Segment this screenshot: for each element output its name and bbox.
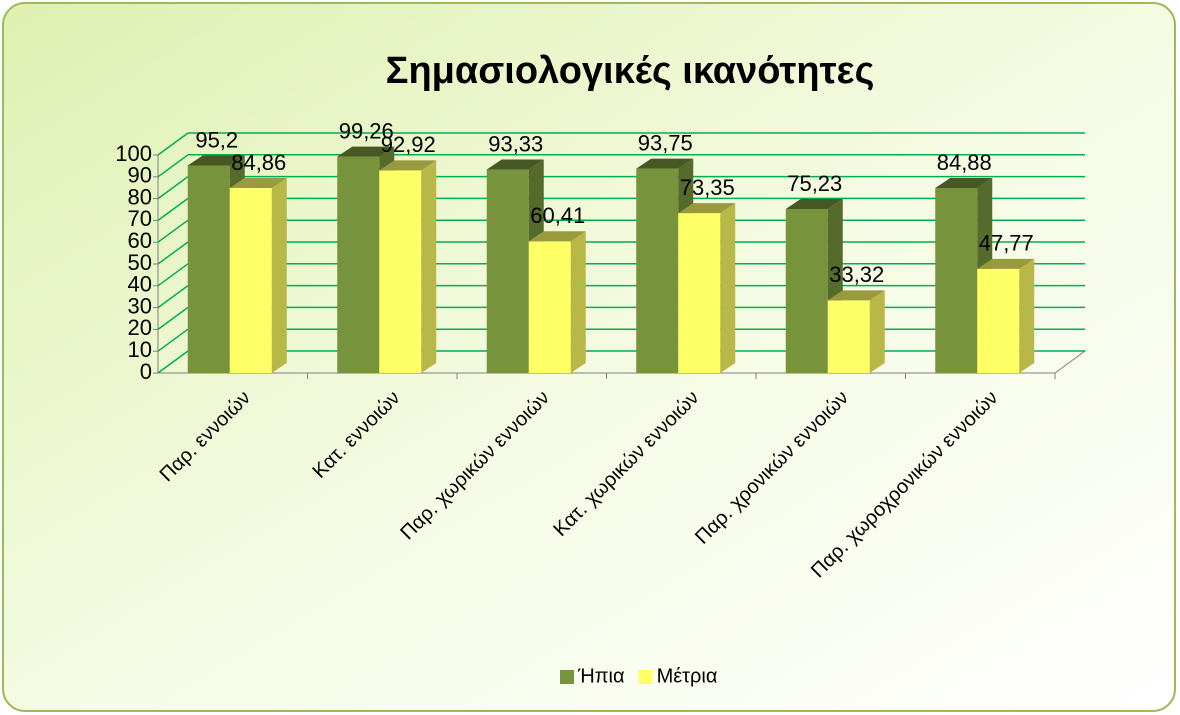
- data-label: 60,41: [530, 203, 585, 228]
- legend-label: Ήπια: [577, 665, 625, 687]
- bar-face: [486, 159, 544, 170]
- bar-face: [229, 188, 272, 373]
- bar-face: [977, 268, 1020, 373]
- grid-line: [157, 263, 189, 287]
- data-label: 93,33: [488, 131, 543, 156]
- bar: [636, 158, 694, 373]
- bar-face: [528, 241, 571, 373]
- bar: [977, 258, 1035, 373]
- bar-face: [827, 300, 870, 373]
- bar: [528, 231, 586, 373]
- bar-face: [678, 213, 721, 373]
- y-tick-label: 60: [128, 228, 152, 253]
- grid-line: [157, 175, 189, 200]
- legend-swatch: [638, 670, 653, 684]
- data-label: 84,88: [937, 150, 992, 175]
- bar-face: [678, 203, 736, 214]
- grid-line: [157, 132, 189, 156]
- bar-face: [785, 208, 828, 373]
- legend-swatch: [560, 670, 574, 684]
- chart-title: Σημασιολογικές ικανότητες: [386, 50, 875, 92]
- bar-face: [935, 187, 978, 373]
- bar-face: [935, 177, 993, 188]
- grid-line: [157, 219, 189, 243]
- bar-face: [187, 165, 230, 373]
- y-tick-label: 70: [128, 206, 152, 231]
- bar-face: [528, 231, 586, 242]
- y-tick-label: 30: [128, 293, 152, 318]
- bar-face: [636, 168, 679, 373]
- bar-face: [337, 146, 395, 157]
- data-label: 84,86: [231, 150, 286, 175]
- bar-face: [271, 178, 287, 373]
- y-tick-label: 0: [140, 359, 152, 384]
- bar-face: [570, 231, 586, 373]
- bar-face: [785, 198, 843, 209]
- y-tick-label: 100: [115, 141, 152, 166]
- data-label: 75,23: [787, 171, 842, 196]
- bar-face: [229, 178, 287, 189]
- bar-face: [421, 160, 437, 373]
- bar-face: [187, 155, 245, 166]
- data-label: 95,2: [195, 127, 238, 152]
- grid-line: [157, 154, 189, 178]
- bar-face: [486, 169, 529, 373]
- y-tick-label: 80: [128, 184, 152, 209]
- bar: [678, 203, 736, 373]
- data-label: 33,32: [829, 262, 884, 287]
- grid-line: [157, 197, 189, 222]
- bar-face: [869, 290, 885, 373]
- y-tick-label: 90: [128, 163, 152, 188]
- legend-label: Μέτρια: [657, 665, 718, 687]
- data-label: 99,26: [339, 118, 394, 143]
- grid-line: [157, 328, 189, 352]
- y-tick-label: 10: [128, 337, 152, 362]
- y-tick-label: 50: [128, 250, 152, 275]
- data-label: 47,77: [979, 231, 1034, 256]
- data-label: 93,75: [638, 130, 693, 155]
- y-tick-label: 20: [128, 315, 152, 340]
- bar: [379, 160, 437, 373]
- y-tick-label: 40: [128, 272, 152, 297]
- grid-line: [157, 350, 189, 374]
- bar-face: [827, 290, 885, 301]
- bar-face: [379, 170, 422, 373]
- grid-line: [157, 306, 189, 331]
- bar-face: [1019, 258, 1035, 373]
- bar-face: [337, 156, 380, 373]
- grid-line: [157, 284, 189, 309]
- bar-face: [720, 203, 736, 373]
- data-label: 73,35: [680, 175, 735, 200]
- bar: [935, 177, 993, 373]
- data-label: 92,92: [381, 132, 436, 157]
- bar: [229, 178, 287, 373]
- bar-face: [977, 258, 1035, 269]
- bar-face: [636, 158, 694, 169]
- grid-line: [157, 241, 189, 265]
- bar-face: [379, 160, 437, 171]
- bar: [827, 290, 885, 373]
